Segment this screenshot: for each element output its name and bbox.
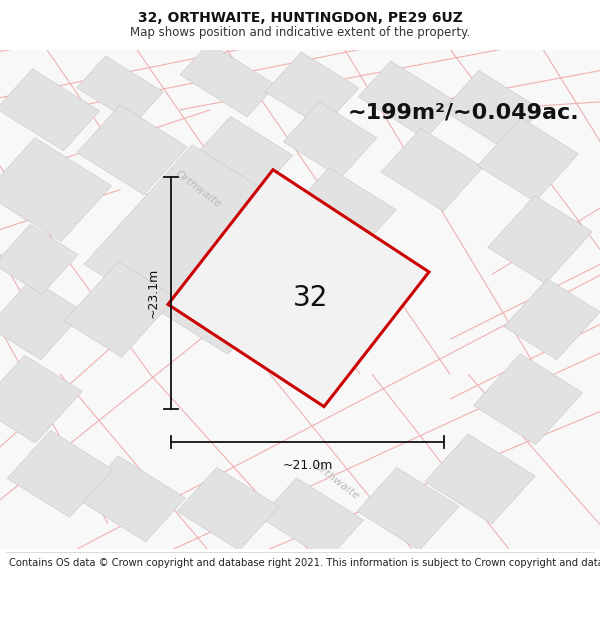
Polygon shape xyxy=(0,224,78,294)
Polygon shape xyxy=(0,69,100,151)
Polygon shape xyxy=(0,138,112,241)
Polygon shape xyxy=(478,118,578,202)
Text: ~21.0m: ~21.0m xyxy=(283,459,332,472)
Polygon shape xyxy=(358,61,458,139)
Polygon shape xyxy=(473,354,583,444)
Polygon shape xyxy=(79,456,185,542)
Polygon shape xyxy=(84,145,336,354)
Polygon shape xyxy=(504,279,600,360)
Polygon shape xyxy=(7,431,113,518)
Polygon shape xyxy=(488,196,592,283)
Polygon shape xyxy=(443,71,541,149)
Polygon shape xyxy=(64,261,176,358)
Polygon shape xyxy=(77,105,187,194)
Polygon shape xyxy=(0,279,84,360)
Polygon shape xyxy=(0,355,82,443)
Text: 32: 32 xyxy=(293,284,328,312)
Text: Orthwaite: Orthwaite xyxy=(173,169,223,210)
Polygon shape xyxy=(357,468,459,550)
Polygon shape xyxy=(187,116,293,203)
Polygon shape xyxy=(177,468,279,550)
Polygon shape xyxy=(168,170,429,407)
Polygon shape xyxy=(260,478,364,560)
Polygon shape xyxy=(265,52,359,128)
Text: Orthwaite: Orthwaite xyxy=(311,461,361,502)
Text: Map shows position and indicative extent of the property.: Map shows position and indicative extent… xyxy=(130,26,470,39)
Polygon shape xyxy=(381,128,483,211)
Polygon shape xyxy=(283,102,377,178)
Text: ~199m²/~0.049ac.: ~199m²/~0.049ac. xyxy=(348,102,580,122)
Text: Contains OS data © Crown copyright and database right 2021. This information is : Contains OS data © Crown copyright and d… xyxy=(9,558,600,568)
Polygon shape xyxy=(425,434,535,524)
Text: ~23.1m: ~23.1m xyxy=(146,268,160,318)
Polygon shape xyxy=(264,168,396,281)
Polygon shape xyxy=(77,56,163,124)
Polygon shape xyxy=(180,43,276,117)
Text: 32, ORTHWAITE, HUNTINGDON, PE29 6UZ: 32, ORTHWAITE, HUNTINGDON, PE29 6UZ xyxy=(137,11,463,25)
